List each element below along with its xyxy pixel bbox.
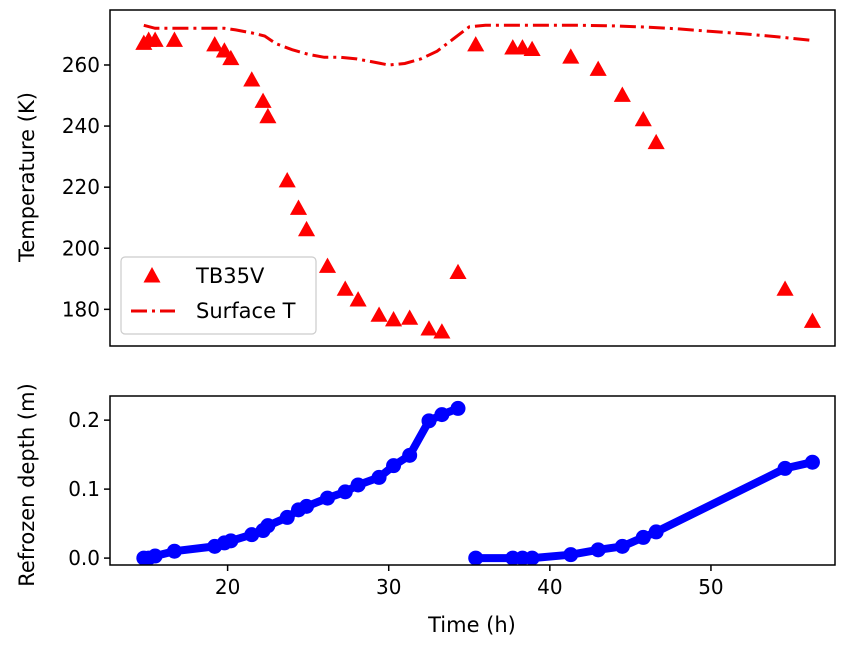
refrozen-depth-point: [421, 413, 437, 429]
refrozen-depth-point: [635, 529, 651, 545]
axes-frame: [109, 395, 836, 566]
refrozen-depth-line: [139, 404, 462, 563]
tb35v-point: [289, 199, 308, 215]
axes-frame: [109, 9, 836, 347]
refrozen-depth-panel: 0.0 0.1 0.2 20 30 40 50: [68, 395, 836, 599]
refrozen-depth-point: [371, 469, 387, 485]
x-tick-label: 20: [215, 575, 240, 599]
plot-area: [135, 23, 821, 339]
refrozen-depth-point: [279, 509, 295, 525]
tb35v-point: [420, 320, 438, 336]
y-tick-label: 260: [62, 53, 100, 77]
tb35v-point: [449, 263, 467, 279]
refrozen-depth-point: [402, 447, 418, 463]
tb35v-point: [336, 280, 354, 296]
tb35v-point: [254, 92, 272, 108]
tb35v-point: [433, 323, 451, 339]
tb35v-point: [146, 31, 164, 47]
tb35v-point: [349, 291, 367, 307]
y-tick-label: 180: [62, 297, 100, 321]
tb35v-point: [467, 36, 485, 52]
tb35v-point: [803, 312, 821, 328]
y-tick-label: 220: [62, 175, 100, 199]
x-tick-label: 30: [376, 575, 401, 599]
refrozen-depth-point: [386, 458, 402, 474]
tb35v-point: [259, 107, 277, 124]
y-tick-label: 0.1: [68, 477, 100, 501]
refrozen-depth-point: [614, 538, 630, 554]
tb35v-point: [634, 110, 652, 127]
refrozen-depth-point: [468, 550, 484, 565]
tb35v-point: [613, 86, 631, 102]
tb35v-point: [243, 71, 261, 87]
temperature-panel: 180 200 220 240 260 TB35V Surface T: [62, 9, 836, 347]
tb35v-point: [589, 60, 607, 76]
tb35v-point: [523, 40, 541, 57]
y-tick-label: 0.2: [68, 408, 100, 432]
refrozen-depth-point: [337, 484, 353, 500]
legend-box: [120, 256, 317, 335]
refrozen-depth-point: [804, 454, 820, 470]
refrozen-depth-point: [648, 524, 664, 540]
refrozen-depth-point: [147, 548, 163, 564]
tb35v-point: [385, 311, 403, 327]
tb35v-point: [318, 257, 337, 273]
y-tick-label: 0.0: [68, 546, 100, 570]
tb35v-point: [562, 48, 580, 64]
tb35v-point: [278, 172, 296, 188]
temperature-axis-label: Temperature (K): [15, 92, 39, 263]
tb35v-point: [370, 306, 388, 322]
x-tick-label: 40: [537, 575, 562, 599]
refrozen-depth-point: [320, 490, 335, 506]
refrozen-depth-point: [299, 498, 315, 514]
refrozen-depth-point: [777, 460, 793, 476]
time-axis-label: Time (h): [427, 613, 516, 637]
refrozen-depth-axis-label: Refrozen depth (m): [15, 383, 39, 587]
refrozen-depth-point: [450, 400, 466, 416]
legend-label-tb35v: TB35V: [195, 264, 265, 288]
y-tick-label: 200: [62, 236, 100, 260]
tb35v-point: [647, 133, 665, 150]
tb35v-point: [298, 220, 316, 237]
x-tick-label: 50: [698, 575, 723, 599]
legend-label-surface-t: Surface T: [196, 299, 296, 323]
tb35v-point: [165, 31, 183, 47]
tb35v-point: [206, 36, 224, 52]
y-tick-label: 240: [62, 114, 100, 138]
refrozen-depth-point: [260, 518, 276, 534]
refrozen-depth-point: [590, 542, 606, 558]
refrozen-depth-point: [434, 407, 450, 423]
tb35v-point: [222, 49, 240, 66]
tb35v-point: [401, 309, 419, 325]
refrozen-depth-point: [166, 543, 182, 559]
refrozen-depth-point: [350, 477, 366, 493]
plot-area: [136, 400, 820, 565]
refrozen-depth-point: [223, 533, 239, 549]
refrozen-depth-point: [524, 550, 540, 565]
tb35v-point: [215, 42, 233, 58]
legend-marker-tb35v: [143, 267, 161, 283]
refrozen-depth-point: [244, 527, 260, 543]
refrozen-depth-point: [563, 547, 579, 563]
surface-t-line: [143, 23, 813, 67]
legend: TB35V Surface T: [120, 256, 317, 335]
tb35v-point: [776, 280, 794, 296]
